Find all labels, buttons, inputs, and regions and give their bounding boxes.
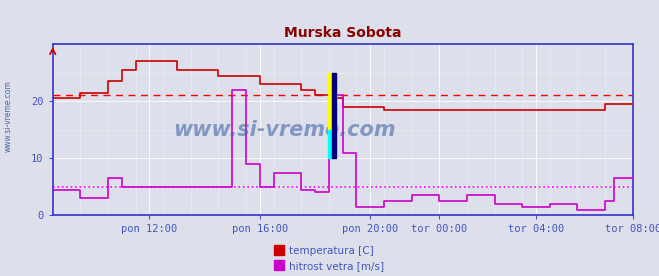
Legend: temperatura [C], hitrost vetra [m/s]: temperatura [C], hitrost vetra [m/s] — [275, 246, 384, 271]
Text: www.si-vreme.com: www.si-vreme.com — [173, 120, 396, 140]
Title: Murska Sobota: Murska Sobota — [284, 26, 401, 40]
Text: www.si-vreme.com: www.si-vreme.com — [3, 80, 13, 152]
